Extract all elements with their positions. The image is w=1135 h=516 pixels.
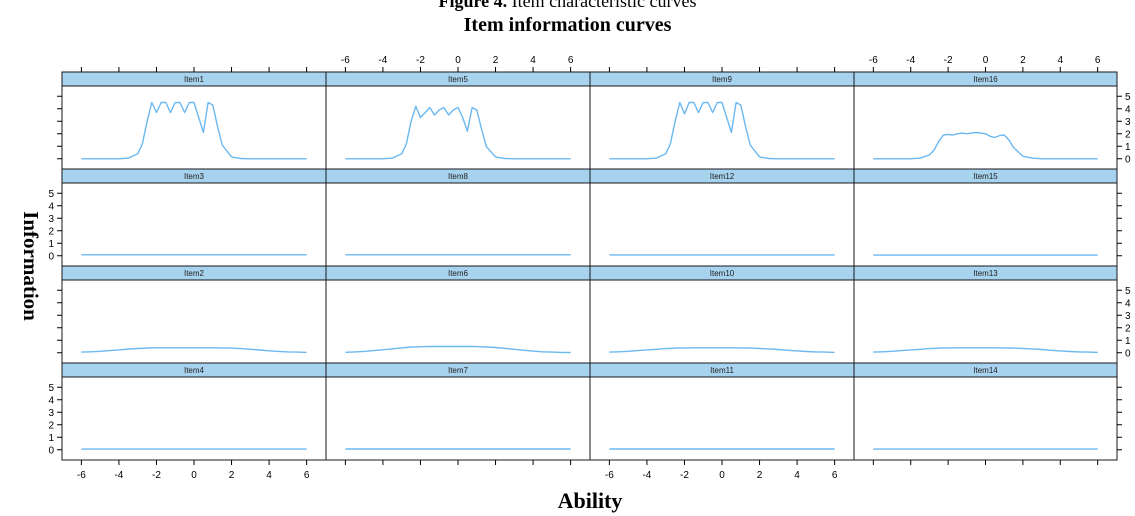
panel-strip-label: Item3 <box>184 172 205 181</box>
x-tick-label: 2 <box>1020 55 1026 66</box>
panel-strip-label: Item14 <box>973 366 998 375</box>
y-tick-label: 2 <box>1125 323 1131 334</box>
x-tick-label: -2 <box>680 470 689 481</box>
panel-frame <box>61 376 327 461</box>
x-tick-label: -2 <box>416 55 425 66</box>
figure-caption: Figure 4. Item characteristic curves <box>0 0 1135 12</box>
y-tick-label: 1 <box>1125 336 1131 347</box>
panel-strip-label: Item11 <box>710 366 734 375</box>
x-tick-label: 0 <box>719 470 725 481</box>
panel-frame <box>853 182 1118 267</box>
y-tick-label: 5 <box>1125 92 1131 103</box>
x-tick-label: 4 <box>530 55 536 66</box>
panel-strip-label: Item7 <box>448 366 469 375</box>
figure-caption-label: Figure 4. <box>438 0 508 11</box>
y-tick-label: 5 <box>1125 286 1131 297</box>
x-tick-label: 6 <box>832 470 838 481</box>
x-tick-label: -4 <box>906 55 915 66</box>
panel-frame <box>589 376 855 461</box>
y-tick-label: 3 <box>1125 311 1131 322</box>
x-tick-label: -6 <box>77 470 86 481</box>
panel-frame <box>325 85 591 170</box>
x-axis-title: Ability <box>558 488 623 513</box>
x-tick-label: 0 <box>191 470 197 481</box>
x-tick-label: -6 <box>341 55 350 66</box>
x-tick-label: 0 <box>983 55 989 66</box>
y-tick-label: 4 <box>48 201 54 212</box>
y-tick-label: 4 <box>48 395 54 406</box>
x-tick-label: 2 <box>493 55 499 66</box>
x-tick-label: -4 <box>114 470 123 481</box>
y-tick-label: 2 <box>48 226 54 237</box>
series-line-item6 <box>345 345 571 354</box>
x-tick-label: 6 <box>304 470 310 481</box>
x-tick-label: 2 <box>757 470 763 481</box>
panel-strip-label: Item1 <box>184 75 205 84</box>
series-line-item2 <box>81 347 307 354</box>
y-tick-label: 3 <box>48 408 54 419</box>
x-tick-label: -6 <box>605 470 614 481</box>
y-axis-title: Information <box>19 211 43 321</box>
x-tick-label: -2 <box>944 55 953 66</box>
panel-strip-label: Item6 <box>448 269 469 278</box>
panel-strip-label: Item12 <box>710 172 735 181</box>
series-line-item1 <box>81 101 307 160</box>
panel-frame <box>325 279 591 364</box>
chart-title: Item information curves <box>463 14 672 36</box>
y-tick-label: 1 <box>48 239 54 250</box>
x-tick-label: 4 <box>266 470 272 481</box>
panel-strip-label: Item9 <box>712 75 733 84</box>
x-tick-label: -2 <box>152 470 161 481</box>
series-line-item10 <box>609 347 835 354</box>
series-line-item13 <box>873 347 1098 354</box>
panel-strip-label: Item13 <box>973 269 998 278</box>
x-tick-label: 6 <box>1095 55 1101 66</box>
panel-frame <box>61 85 327 170</box>
panel-frame <box>589 85 855 170</box>
y-tick-label: 5 <box>48 189 54 200</box>
panel-strip-label: Item10 <box>710 269 735 278</box>
x-tick-label: 6 <box>568 55 574 66</box>
series-line-item16 <box>873 131 1098 160</box>
panel-strip-label: Item15 <box>973 172 998 181</box>
x-tick-label: -4 <box>378 55 387 66</box>
panel-frame <box>589 182 855 267</box>
y-tick-label: 0 <box>48 445 54 456</box>
y-tick-label: 1 <box>48 433 54 444</box>
y-tick-label: 3 <box>48 214 54 225</box>
panel-frame <box>325 376 591 461</box>
panel-frame <box>61 182 327 267</box>
y-tick-label: 1 <box>1125 142 1131 153</box>
x-tick-label: 4 <box>1057 55 1063 66</box>
y-tick-label: 2 <box>48 420 54 431</box>
x-tick-label: -4 <box>642 470 651 481</box>
series-line-item9 <box>609 101 835 160</box>
x-tick-label: 0 <box>455 55 461 66</box>
figure-caption-text: Item characteristic curves <box>507 0 697 11</box>
x-tick-label: 4 <box>794 470 800 481</box>
panels-layer: Item1 Item5 Item9 Item16 Item3 Item8 Item12 Ite… <box>61 71 1118 461</box>
x-tick-label: -6 <box>869 55 878 66</box>
panel-strip-label: Item4 <box>184 366 205 375</box>
y-tick-label: 0 <box>1125 154 1131 165</box>
series-line-item5 <box>345 105 571 160</box>
panel-frame <box>853 376 1118 461</box>
y-tick-label: 2 <box>1125 129 1131 140</box>
y-tick-label: 0 <box>1125 348 1131 359</box>
panel-frame <box>853 85 1118 170</box>
panel-strip-label: Item2 <box>184 269 205 278</box>
y-tick-label: 3 <box>1125 117 1131 128</box>
y-tick-label: 0 <box>48 251 54 262</box>
panel-strip-label: Item5 <box>448 75 469 84</box>
y-tick-label: 5 <box>48 383 54 394</box>
x-tick-label: 2 <box>229 470 235 481</box>
y-tick-label: 4 <box>1125 298 1131 309</box>
y-tick-label: 4 <box>1125 104 1131 115</box>
axes-layer: -6 -4 -2 0 2 4 6 -6 -4 -2 0 2 4 6 -6 -4 -2 0 2 4 6 -6 -4 -2 0 2 4 6… <box>48 55 1131 481</box>
panel-strip-label: Item8 <box>448 172 469 181</box>
panel-frame <box>325 182 591 267</box>
panel-strip-label: Item16 <box>973 75 998 84</box>
